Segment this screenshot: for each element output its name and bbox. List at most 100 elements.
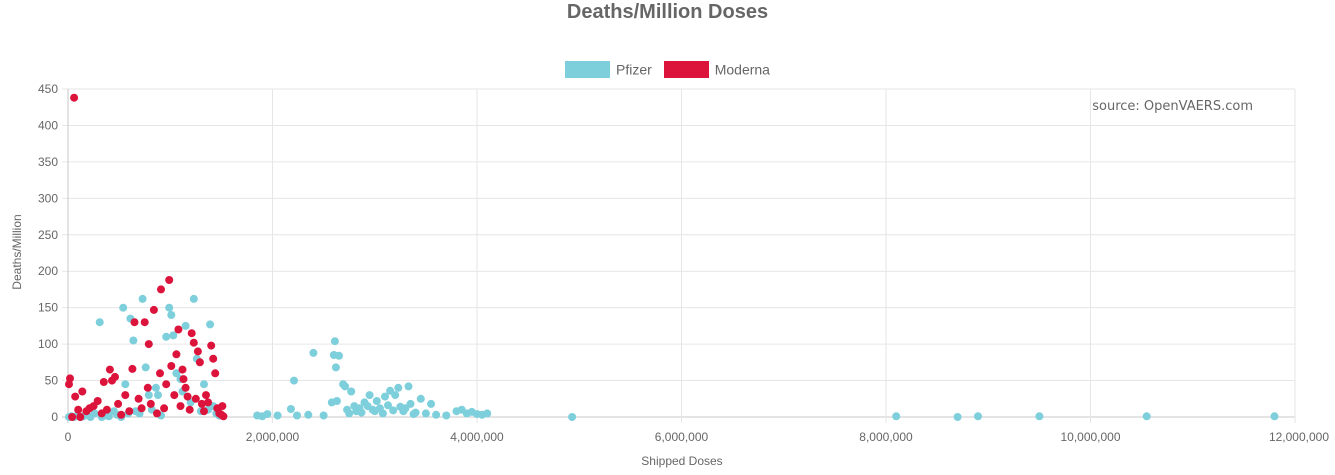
data-point-moderna[interactable] <box>218 402 227 411</box>
data-point-pfizer[interactable] <box>319 411 328 420</box>
data-point-pfizer[interactable] <box>304 410 313 419</box>
data-point-pfizer[interactable] <box>389 406 398 415</box>
data-point-pfizer[interactable] <box>200 380 208 389</box>
data-point-moderna[interactable] <box>140 318 149 327</box>
data-point-pfizer[interactable] <box>372 397 381 405</box>
data-point-pfizer[interactable] <box>263 410 272 419</box>
data-point-moderna[interactable] <box>134 394 143 403</box>
data-point-pfizer[interactable] <box>273 411 282 420</box>
data-point-pfizer[interactable] <box>432 410 441 419</box>
data-point-pfizer[interactable] <box>335 351 343 360</box>
data-point-moderna[interactable] <box>157 285 165 294</box>
data-point-moderna[interactable] <box>156 369 164 378</box>
data-point-pfizer[interactable] <box>406 399 415 408</box>
data-point-pfizer[interactable] <box>974 412 982 421</box>
data-point-pfizer[interactable] <box>90 409 99 418</box>
data-point-pfizer[interactable] <box>345 409 354 418</box>
data-point-moderna[interactable] <box>121 391 130 400</box>
data-point-pfizer[interactable] <box>119 303 128 312</box>
data-point-pfizer[interactable] <box>121 380 130 389</box>
data-point-pfizer[interactable] <box>129 336 138 345</box>
data-point-pfizer[interactable] <box>290 376 298 385</box>
data-point-moderna[interactable] <box>71 392 80 401</box>
data-point-pfizer[interactable] <box>181 321 190 330</box>
data-point-pfizer[interactable] <box>568 413 577 421</box>
data-point-moderna[interactable] <box>146 399 155 408</box>
data-point-pfizer[interactable] <box>141 363 150 372</box>
data-point-pfizer[interactable] <box>167 311 176 319</box>
data-point-pfizer[interactable] <box>347 387 356 396</box>
data-point-moderna[interactable] <box>99 378 108 386</box>
data-point-moderna[interactable] <box>78 387 87 396</box>
data-point-moderna[interactable] <box>197 399 206 408</box>
data-point-pfizer[interactable] <box>427 399 435 408</box>
data-point-pfizer[interactable] <box>1142 412 1151 421</box>
data-point-moderna[interactable] <box>102 405 111 414</box>
data-point-moderna[interactable] <box>170 391 179 400</box>
data-point-pfizer[interactable] <box>483 409 492 418</box>
data-point-pfizer[interactable] <box>95 318 104 327</box>
data-point-moderna[interactable] <box>117 410 126 419</box>
data-point-moderna[interactable] <box>178 365 187 374</box>
data-point-moderna[interactable] <box>66 374 74 383</box>
data-point-moderna[interactable] <box>167 362 176 370</box>
data-point-moderna[interactable] <box>195 358 204 367</box>
data-point-pfizer[interactable] <box>165 303 174 312</box>
data-point-pfizer[interactable] <box>332 397 341 405</box>
data-point-pfizer[interactable] <box>144 391 153 400</box>
data-point-moderna[interactable] <box>143 383 152 392</box>
data-point-moderna[interactable] <box>76 413 85 421</box>
data-point-moderna[interactable] <box>174 325 183 334</box>
data-point-pfizer[interactable] <box>138 294 147 303</box>
data-point-pfizer[interactable] <box>1270 412 1279 421</box>
data-point-pfizer[interactable] <box>189 294 198 303</box>
data-point-moderna[interactable] <box>114 399 123 408</box>
data-point-moderna[interactable] <box>176 402 185 411</box>
data-point-pfizer[interactable] <box>286 405 295 413</box>
data-point-moderna[interactable] <box>189 338 198 347</box>
data-point-pfizer[interactable] <box>421 409 430 418</box>
data-point-moderna[interactable] <box>130 318 139 327</box>
data-point-pfizer[interactable] <box>381 392 389 401</box>
data-point-pfizer[interactable] <box>162 332 171 341</box>
data-point-pfizer[interactable] <box>293 411 301 420</box>
data-point-pfizer[interactable] <box>341 382 350 391</box>
data-point-moderna[interactable] <box>181 383 190 392</box>
data-point-pfizer[interactable] <box>206 320 215 329</box>
data-point-pfizer[interactable] <box>330 337 339 346</box>
data-point-moderna[interactable] <box>191 394 200 403</box>
data-point-pfizer[interactable] <box>357 408 366 417</box>
data-point-moderna[interactable] <box>185 405 194 414</box>
data-point-moderna[interactable] <box>183 392 192 401</box>
data-point-moderna[interactable] <box>160 404 169 413</box>
data-point-moderna[interactable] <box>74 405 83 414</box>
data-point-pfizer[interactable] <box>169 331 178 340</box>
data-point-moderna[interactable] <box>68 413 77 421</box>
data-point-pfizer[interactable] <box>104 412 113 421</box>
legend-item-moderna[interactable]: Moderna <box>663 60 770 79</box>
data-point-moderna[interactable] <box>193 347 202 356</box>
data-point-moderna[interactable] <box>144 340 153 349</box>
legend-item-pfizer[interactable]: Pfizer <box>565 60 652 79</box>
data-point-pfizer[interactable] <box>365 391 374 400</box>
data-point-moderna[interactable] <box>149 305 158 314</box>
data-point-moderna[interactable] <box>105 365 114 374</box>
data-point-moderna[interactable] <box>165 276 174 284</box>
data-point-pfizer[interactable] <box>892 412 901 421</box>
data-point-moderna[interactable] <box>207 341 216 350</box>
data-point-pfizer[interactable] <box>151 383 160 392</box>
data-point-pfizer[interactable] <box>331 363 340 372</box>
data-point-moderna[interactable] <box>128 364 137 373</box>
data-point-pfizer[interactable] <box>378 409 387 418</box>
data-point-pfizer[interactable] <box>416 394 425 403</box>
data-point-moderna[interactable] <box>179 375 188 384</box>
data-point-pfizer[interactable] <box>411 408 420 417</box>
data-point-pfizer[interactable] <box>384 401 392 410</box>
data-point-moderna[interactable] <box>125 407 134 416</box>
data-point-moderna[interactable] <box>153 409 161 418</box>
data-point-moderna[interactable] <box>211 369 220 378</box>
data-point-moderna[interactable] <box>209 354 218 363</box>
data-point-moderna[interactable] <box>204 398 213 407</box>
data-point-moderna[interactable] <box>70 93 79 102</box>
data-point-moderna[interactable] <box>200 407 208 416</box>
